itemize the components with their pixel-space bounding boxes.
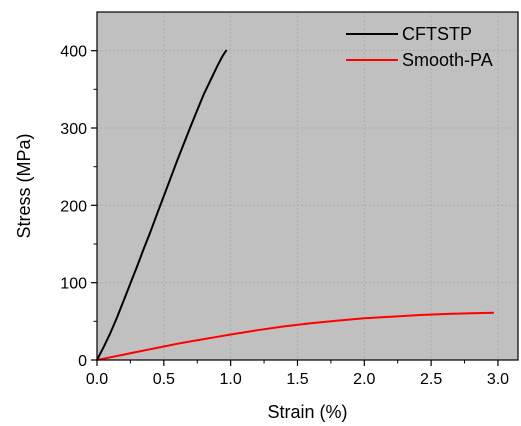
series-line-smooth-pa [96,311,494,361]
axis-ticks: 0.0 0.5 1.0 1.5 2.0 2.5 3.0 0 100 200 300 400 [60,44,509,388]
x-tick-label: 3.0 [487,371,509,388]
y-tick-label: 400 [60,44,87,61]
legend: CFTSTP Smooth-PA [346,24,493,70]
x-tick-label: 0.0 [86,371,108,388]
plot-frame [96,11,519,361]
y-tick-label: 100 [60,276,87,293]
x-tick-label: 2.5 [420,371,442,388]
x-axis-title: Strain (%) [267,402,347,422]
y-axis-title: Stress (MPa) [14,133,34,238]
y-tick-label: 300 [60,121,87,138]
y-tick-label: 0 [78,353,87,370]
y-tick-label: 200 [60,198,87,215]
x-tick-label: 1.0 [220,371,242,388]
x-tick-label: 2.0 [353,371,375,388]
x-tick-label: 1.5 [286,371,308,388]
data-series [96,49,494,361]
legend-label-smooth-pa: Smooth-PA [402,50,493,70]
legend-label-cftstp: CFTSTP [402,24,472,44]
series-line-cftstp [96,49,228,361]
x-tick-label: 0.5 [153,371,175,388]
